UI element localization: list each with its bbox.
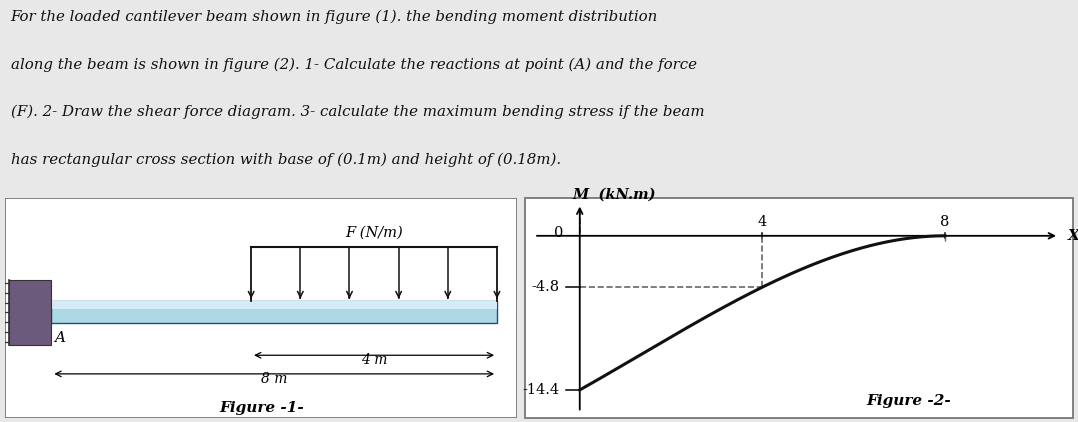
Text: has rectangular cross section with base of (0.1m) and height of (0.18m).: has rectangular cross section with base …: [11, 152, 561, 167]
Text: (F). 2- Draw the shear force diagram. 3- calculate the maximum bending stress if: (F). 2- Draw the shear force diagram. 3-…: [11, 105, 704, 119]
Text: F (N/m): F (N/m): [345, 226, 403, 240]
Text: along the beam is shown in figure (2). 1- Calculate the reactions at point (A) a: along the beam is shown in figure (2). 1…: [11, 57, 696, 72]
Text: Figure -2-: Figure -2-: [866, 394, 951, 408]
Bar: [525, 198, 1073, 418]
Bar: [52, 301, 497, 323]
Text: For the loaded cantilever beam shown in figure (1). the bending moment distribut: For the loaded cantilever beam shown in …: [11, 10, 658, 24]
Text: 8: 8: [940, 215, 950, 230]
Text: X (m): X (m): [1068, 228, 1078, 242]
Text: 0: 0: [554, 226, 564, 240]
Bar: [10, 279, 52, 345]
Text: 8 m: 8 m: [261, 372, 288, 386]
Text: -4.8: -4.8: [531, 280, 559, 294]
Text: 4 m: 4 m: [361, 353, 387, 367]
Text: Figure -1-: Figure -1-: [219, 401, 304, 415]
Text: M  (kN.m): M (kN.m): [572, 187, 657, 202]
Text: A: A: [54, 331, 65, 345]
Bar: [52, 301, 497, 309]
Text: 4: 4: [758, 215, 766, 230]
Text: -14.4: -14.4: [522, 383, 559, 397]
